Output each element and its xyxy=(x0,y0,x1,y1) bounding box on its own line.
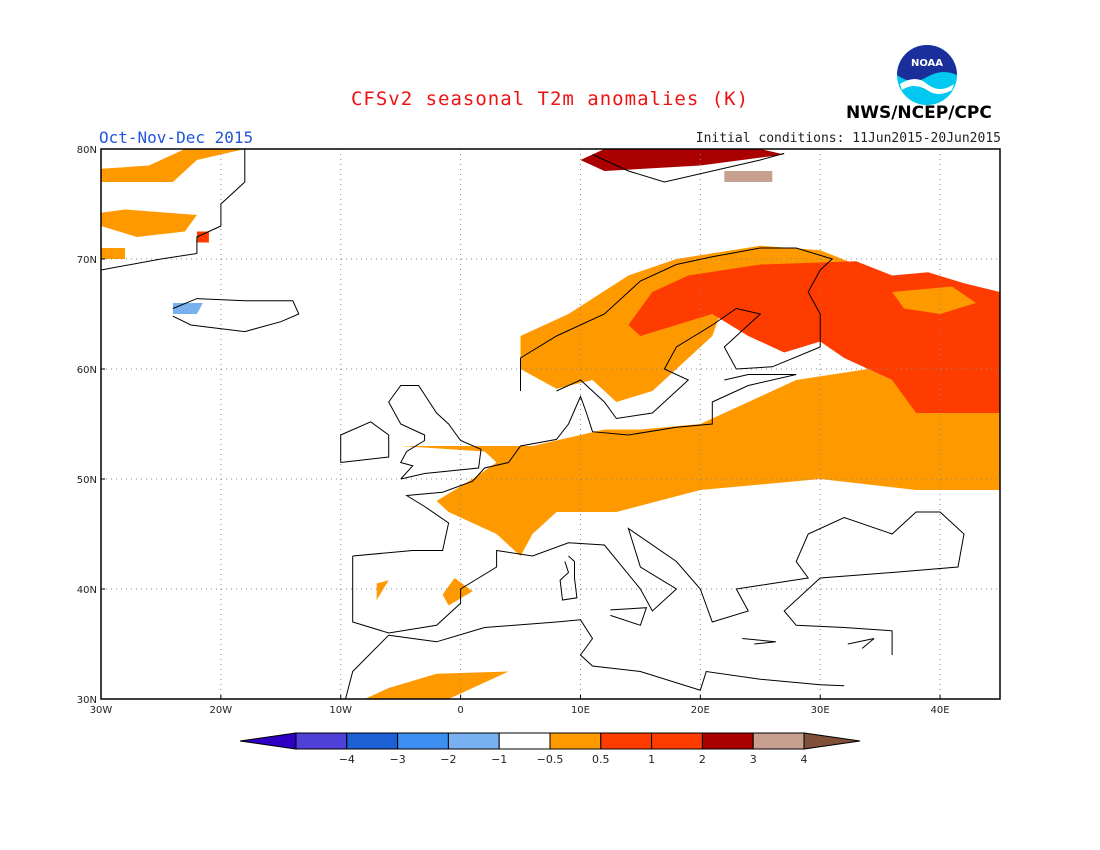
colorbar-swatch xyxy=(295,732,348,750)
coastline-morocco-atlantic xyxy=(345,634,390,700)
colorbar-swatch xyxy=(701,732,754,750)
anomaly-region-1 xyxy=(520,245,857,402)
anomaly-region-11 xyxy=(580,149,785,171)
coastline-norway-sweden-finland xyxy=(520,247,834,420)
colorbar-label: 3 xyxy=(750,753,757,766)
colorbar-label: −0.5 xyxy=(537,753,564,766)
noaa-logo-icon: NOAA xyxy=(897,45,957,105)
anomaly-region-8 xyxy=(364,671,509,699)
colorbar-swatch xyxy=(549,732,602,750)
colorbar-label: 2 xyxy=(699,753,706,766)
chart-title: CFSv2 seasonal T2m anomalies (K) xyxy=(350,88,750,110)
lat-tick-label: 80N xyxy=(77,145,97,156)
coastline-ireland xyxy=(340,421,390,463)
coastline-iceland xyxy=(172,298,300,333)
lon-tick-label: 0 xyxy=(457,705,463,716)
colorbar-label: −3 xyxy=(389,753,405,766)
coastline-layer xyxy=(100,149,965,700)
season-label: Oct-Nov-Dec 2015 xyxy=(99,128,254,147)
anomaly-fill-layer xyxy=(101,149,1000,699)
coastline-greenland xyxy=(100,149,246,271)
lat-tick-label: 40N xyxy=(77,585,97,596)
coastline-crete xyxy=(742,638,776,645)
agency-label: NWS/NCEP/CPC xyxy=(846,103,992,123)
colorbar-swatch xyxy=(752,732,805,750)
coastline-europe-north-coast xyxy=(352,374,797,557)
colorbar-swatch xyxy=(651,732,703,750)
lon-tick-label: 30E xyxy=(811,705,830,716)
colorbar-swatch xyxy=(447,732,500,750)
anomaly-region-6 xyxy=(101,248,125,259)
colorbar-swatch xyxy=(600,732,653,750)
anomaly-region-4 xyxy=(101,149,245,182)
anomaly-region-7 xyxy=(196,231,209,243)
coastline-great-britain xyxy=(388,385,482,480)
colorbar-label: 0.5 xyxy=(592,753,610,766)
colorbar-end-low xyxy=(239,732,297,750)
coastline-cyprus xyxy=(847,638,875,649)
colorbar-label: −4 xyxy=(339,753,355,766)
colorbar-swatch xyxy=(346,732,399,750)
coastline-svalbard xyxy=(592,152,785,183)
colorbar-label: −2 xyxy=(440,753,456,766)
lat-tick-label: 70N xyxy=(77,255,97,266)
anomaly-region-3 xyxy=(892,286,976,314)
anomaly-region-12 xyxy=(724,171,773,182)
colorbar-end-high xyxy=(803,732,861,750)
lon-tick-label: 40E xyxy=(931,705,950,716)
colorbar: −4 −3 −2 −1 −0.5 0.5 1 2 3 4 xyxy=(239,732,861,766)
coastline-sicily xyxy=(610,607,648,626)
graticule xyxy=(101,149,1000,699)
anomaly-region-0 xyxy=(400,369,1000,556)
logo-text: NOAA xyxy=(911,58,943,69)
lon-tick-label: 30W xyxy=(90,705,113,716)
colorbar-swatch xyxy=(397,732,449,750)
lon-tick-label: 10E xyxy=(571,705,590,716)
initial-conditions-label: Initial conditions: 11Jun2015-20Jun2015 xyxy=(695,131,1001,146)
anomaly-region-9 xyxy=(442,578,473,606)
coastline-corsica-sardinia xyxy=(559,555,578,601)
map-frame xyxy=(100,148,1001,700)
colorbar-swatch xyxy=(498,732,551,750)
anomaly-region-10 xyxy=(376,580,389,600)
colorbar-label: 4 xyxy=(801,753,808,766)
colorbar-label: 1 xyxy=(648,753,655,766)
lon-tick-label: 20E xyxy=(691,705,710,716)
colorbar-label: −1 xyxy=(491,753,507,766)
axis-ticks: 30W 20W 10W 0 10E 20E 30E 40E 80N 70N 60N 50N 40N 30N xyxy=(77,145,950,716)
lat-tick-label: 50N xyxy=(77,475,97,486)
lat-tick-label: 30N xyxy=(77,695,97,706)
anomaly-region-13 xyxy=(172,303,203,314)
lon-tick-label: 20W xyxy=(210,705,233,716)
lon-tick-label: 10W xyxy=(329,705,352,716)
lat-tick-label: 60N xyxy=(77,365,97,376)
coastline-north-africa xyxy=(388,619,845,691)
coastline-europe-main xyxy=(352,511,965,655)
anomaly-region-5 xyxy=(101,209,197,237)
